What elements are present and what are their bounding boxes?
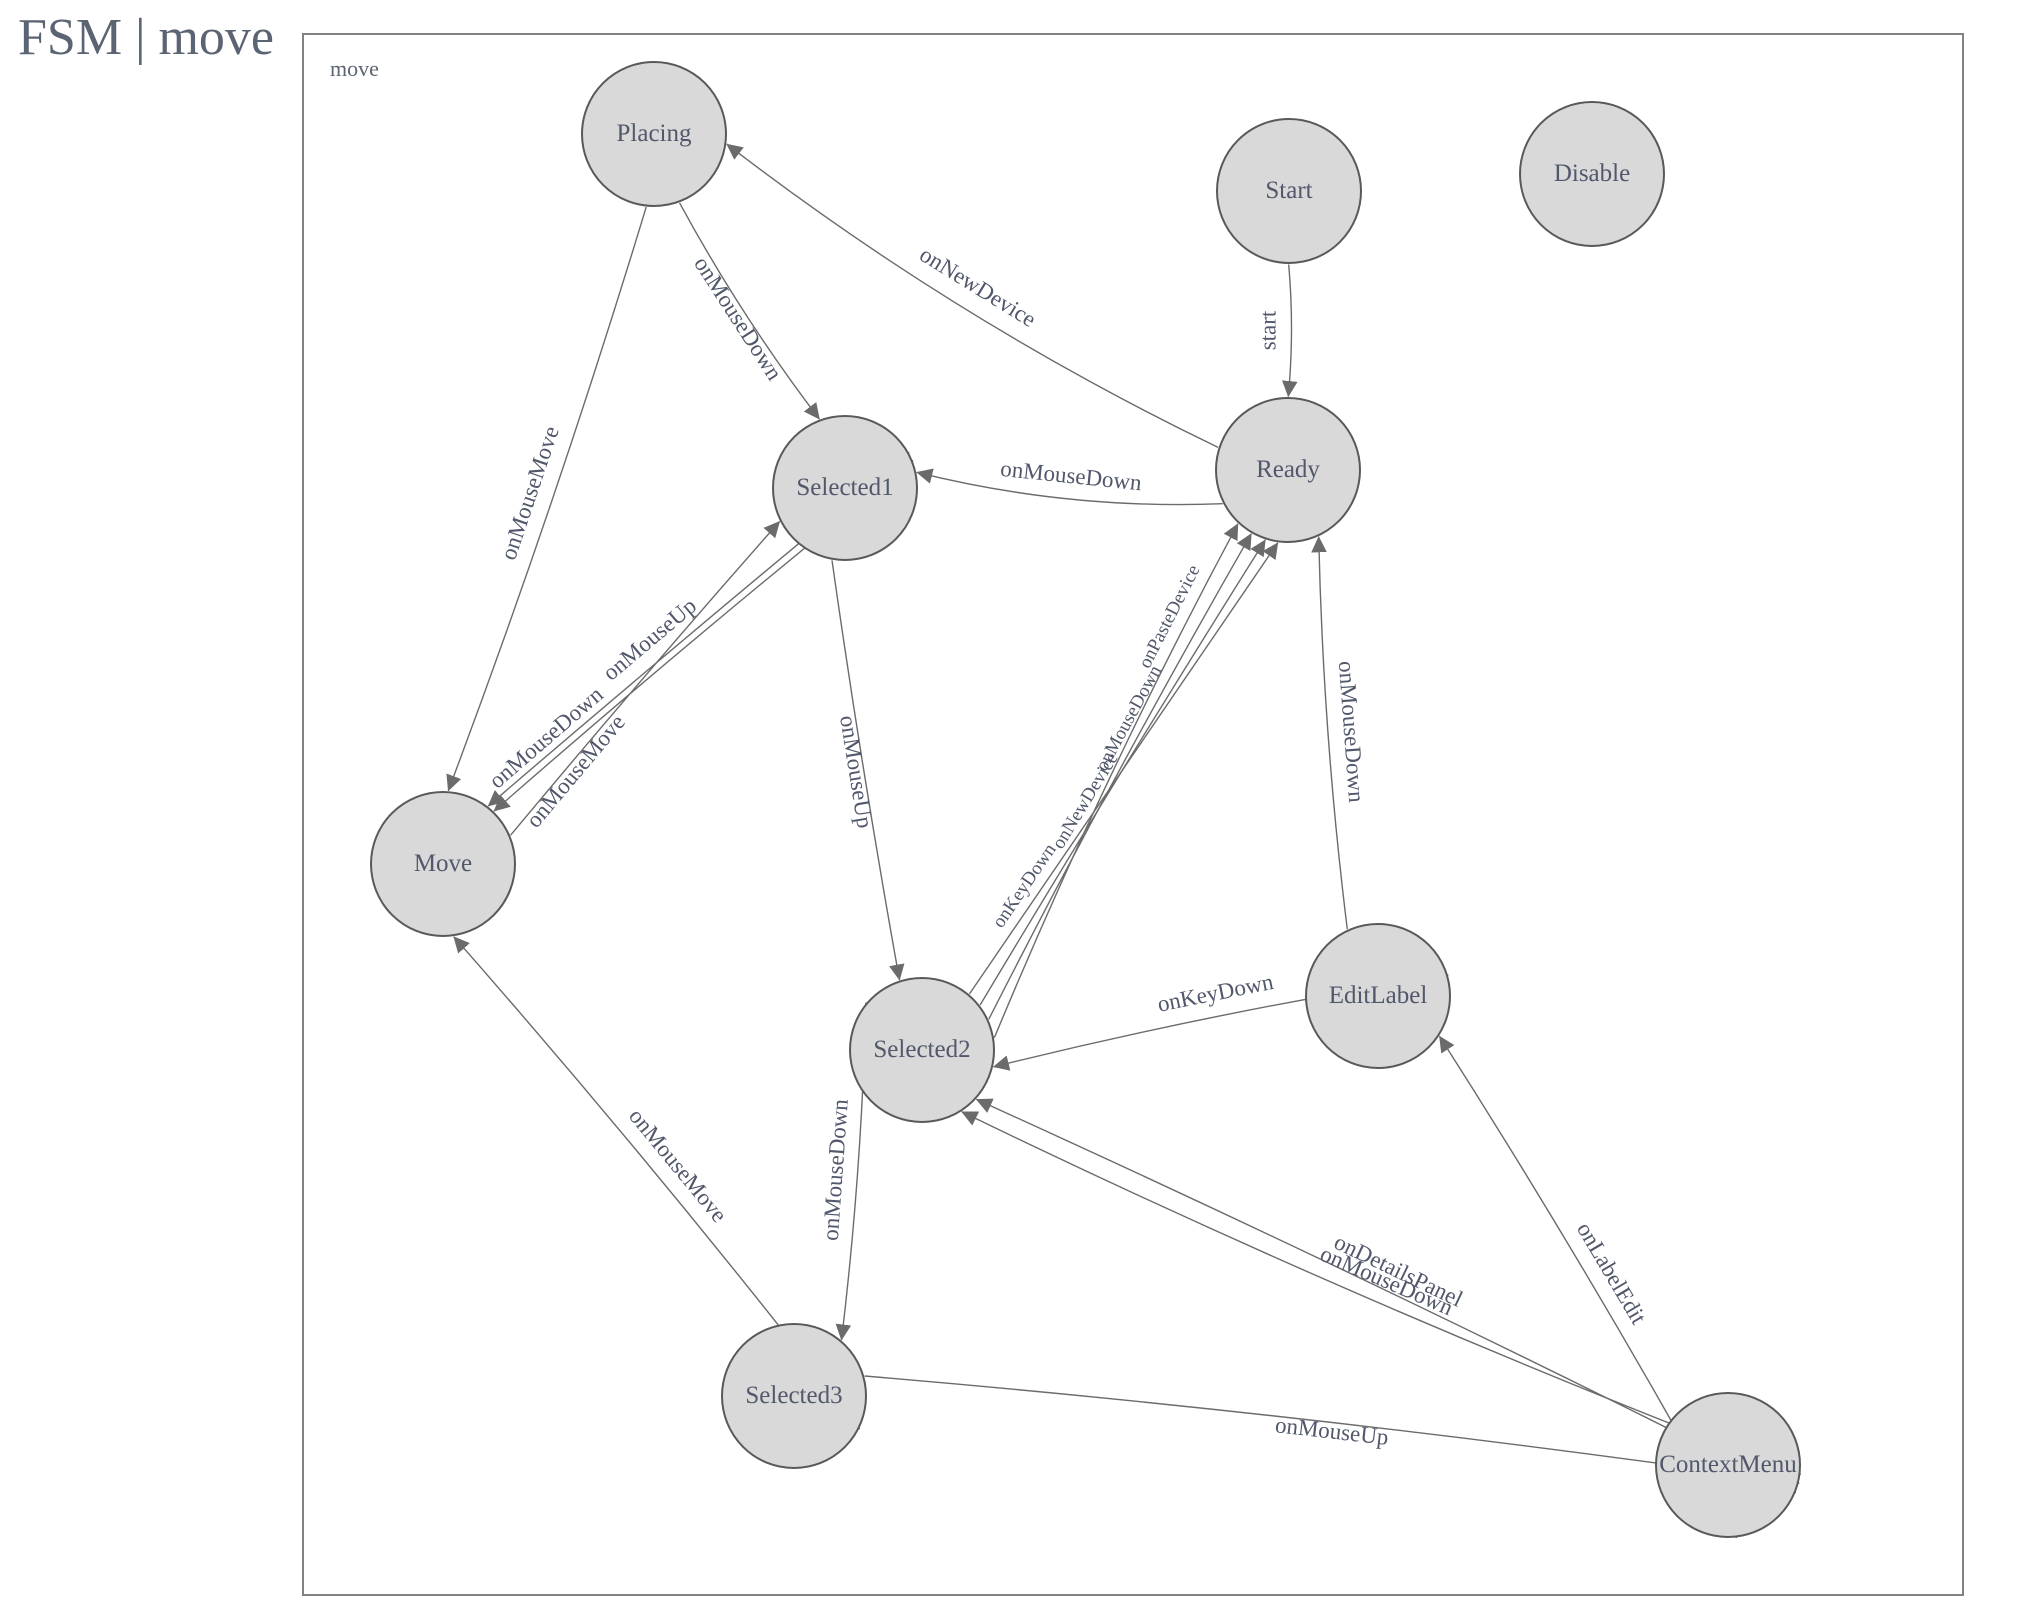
svg-text:onMouseUp: onMouseUp [1274, 1412, 1390, 1450]
svg-text:onMouseDown: onMouseDown [999, 456, 1143, 495]
svg-text:onNewDevice: onNewDevice [915, 242, 1040, 332]
svg-text:start: start [1255, 310, 1280, 350]
svg-text:onMouseUp: onMouseUp [835, 714, 878, 830]
svg-text:onKeyDown: onKeyDown [1155, 969, 1276, 1017]
svg-text:onMouseDown: onMouseDown [689, 252, 787, 385]
svg-text:onLabelEdit: onLabelEdit [1572, 1218, 1652, 1329]
svg-text:onMouseDown: onMouseDown [818, 1098, 853, 1242]
svg-text:onKeyDown: onKeyDown [988, 839, 1060, 931]
svg-text:onNewDevice: onNewDevice [1048, 749, 1123, 853]
svg-text:onMouseMove: onMouseMove [496, 423, 564, 563]
svg-text:onMouseMove: onMouseMove [624, 1104, 732, 1227]
svg-text:onMouseDown: onMouseDown [1334, 660, 1369, 804]
